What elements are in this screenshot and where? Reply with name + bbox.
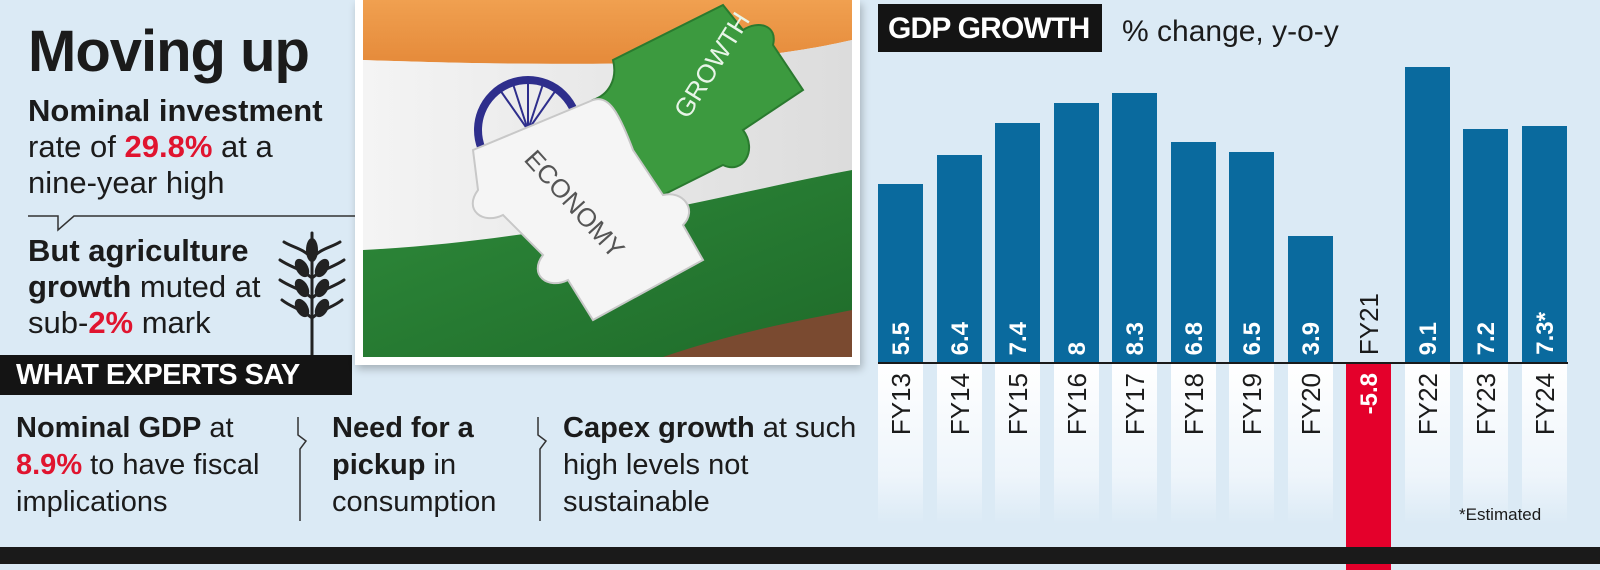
expert1-text2: to have fiscal implications [16,449,260,518]
experts-heading-bg [0,355,352,395]
category-label: FY20 [1295,373,1326,436]
bar-fy17 [1112,93,1157,363]
point2-highlight: 2% [88,305,134,340]
expert3-text1: at such high levels not sustainable [563,412,857,518]
bar-fy13 [878,184,923,363]
bar-fy14 [936,155,982,363]
expert-point-capex: Capex growth at such high levels not sus… [563,410,863,521]
point2-text1: muted at sub- [28,269,261,340]
expert1-bold: Nominal GDP [16,412,202,444]
column-strip [936,364,982,524]
category-label: FY15 [1003,373,1033,436]
expert2-text1: in consumption [332,449,497,518]
bar-fy21 [1346,363,1391,570]
economy-growth-photo: GROWTH ECONOMY [355,0,860,365]
chart-title-box [878,4,1102,52]
bar-fy24 [1521,125,1567,363]
bottom-rule [0,547,1600,564]
column-strip [878,364,923,524]
bar-fy18 [1170,142,1216,363]
column-strip [1521,364,1567,524]
separator-icon [537,417,548,521]
wheat-icon [278,231,346,358]
category-label: FY23 [1471,373,1501,436]
bar-value-label: 6.8 [1180,321,1208,355]
bar-value-label: 7.4 [1005,321,1032,355]
category-label: FY17 [1120,373,1150,436]
category-label: FY13 [886,373,916,436]
bar-fy16 [1053,103,1099,363]
bar-value-label: 7.2 [1473,321,1500,355]
column-strip [995,364,1040,524]
expert-point-consumption: Need for a pickup in consumption [332,410,532,521]
category-label: FY14 [944,373,975,436]
point1-bold: Nominal investment [28,93,323,128]
column-strip [1229,364,1274,524]
point1-text2: at a nine-year high [28,129,273,200]
headline-title: Moving up [28,19,310,84]
bar-value-label: 8 [1063,341,1091,355]
agriculture-growth-point: But agriculture growth muted at sub-2% m… [28,233,288,341]
bar-fy20 [1287,236,1333,363]
category-label: FY22 [1412,373,1443,436]
column-strip [1170,364,1216,524]
investment-rate-point: Nominal investment rate of 29.8% at a ni… [28,93,348,201]
bar-value-label: 6.5 [1239,321,1266,355]
column-strip [1287,364,1333,524]
separator-icon [297,417,308,521]
expert1-highlight: 8.9% [16,449,83,481]
bar-value-label: 8.3 [1122,321,1149,355]
column-strip [1463,364,1508,524]
bar-value-label: 7.3* [1531,312,1559,355]
point1-highlight: 29.8% [124,129,213,164]
estimated-footnote: *Estimated [1459,505,1542,524]
category-label: FY19 [1237,373,1267,436]
speech-divider-icon [28,215,358,232]
bar-fy22 [1404,67,1450,363]
column-strip [1053,364,1099,524]
bar-fy15 [995,122,1040,363]
chart-baseline [878,362,1568,364]
bar-fy23 [1463,129,1508,363]
expert-point-nominal-gdp: Nominal GDP at 8.9% to have fiscal impli… [16,410,296,521]
expert2-bold: Need for a pickup [332,412,474,481]
point2-text2: mark [133,305,211,340]
column-strip [1112,364,1157,524]
bar-value-label: 9.1 [1414,321,1442,355]
expert1-text1: at [201,412,234,444]
bar-value-label: 6.4 [946,321,974,355]
column-strip [1404,364,1450,524]
category-label: FY18 [1178,373,1209,436]
bar-value-label: 5.5 [888,321,915,355]
point2-bold: But agriculture growth [28,233,249,304]
category-label: FY24 [1529,373,1560,436]
expert3-bold: Capex growth [563,412,755,444]
experts-heading: WHAT EXPERTS SAY [16,359,300,391]
chart-title: GDP GROWTH [888,12,1090,45]
bar-value-label: -5.8 [1356,373,1383,415]
chart-subtitle: % change, y-o-y [1122,15,1339,48]
category-label: FY16 [1061,373,1092,436]
india-flag-puzzle-illustration: GROWTH ECONOMY [363,0,852,357]
bar-fy19 [1229,151,1274,363]
bar-value-label: 3.9 [1297,321,1325,355]
category-label: FY21 [1354,292,1384,355]
point1-text1: rate of [28,129,125,164]
